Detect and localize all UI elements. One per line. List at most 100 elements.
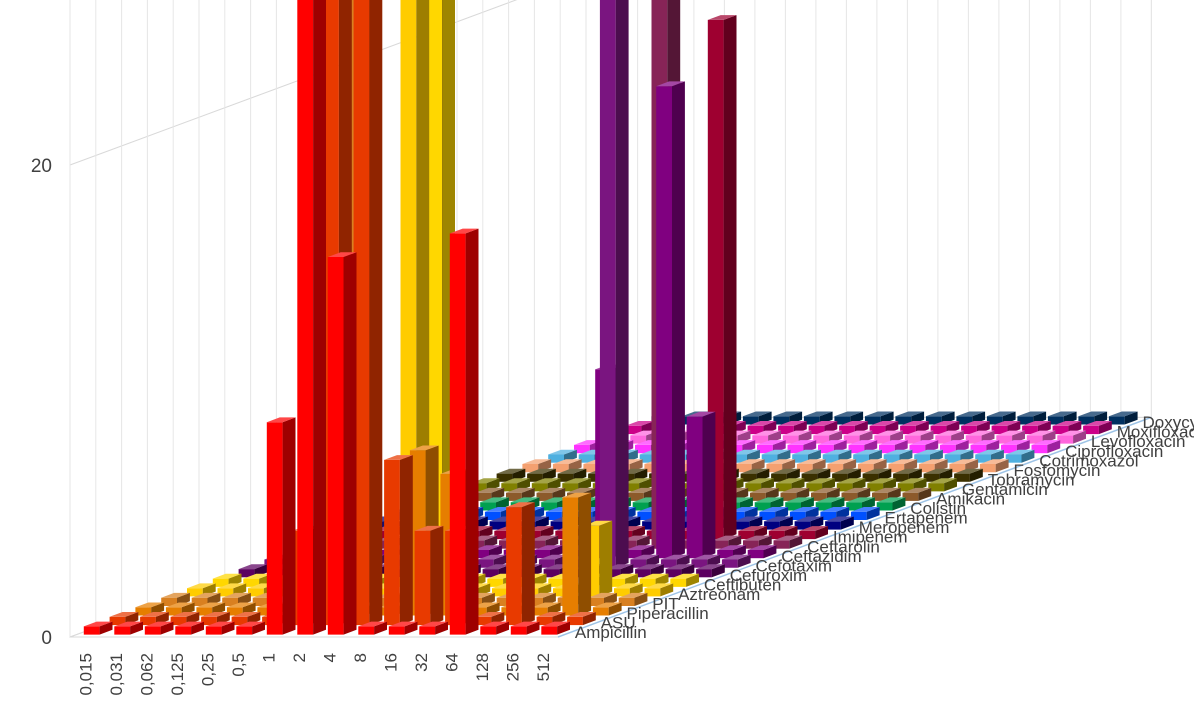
bar <box>773 535 803 549</box>
series-label: Ceftarolin <box>807 537 880 556</box>
y-tick-label: 20 <box>31 156 52 177</box>
bar <box>850 507 880 520</box>
x-tick-label: 0,015 <box>76 653 95 696</box>
bar <box>954 468 983 482</box>
bar <box>1031 440 1061 454</box>
series-label: Imipenem <box>833 528 908 547</box>
x-tick-label: 256 <box>503 653 522 681</box>
series-label: Gentamicin <box>962 480 1048 499</box>
bar <box>170 612 200 626</box>
x-tick-label: 512 <box>534 653 553 681</box>
series-label: Ertapenem <box>885 509 968 528</box>
bar <box>414 525 444 626</box>
bar <box>327 252 357 635</box>
bars <box>83 0 1138 635</box>
bar <box>592 602 622 616</box>
series-label: Ceftazidim <box>781 547 861 566</box>
bar <box>742 411 772 425</box>
x-tick-label: 0,031 <box>107 653 126 696</box>
x-tick-label: 2 <box>290 653 309 662</box>
x-tick-label: 0,062 <box>137 653 156 696</box>
bar <box>928 478 957 492</box>
bar <box>656 81 685 559</box>
bar <box>175 621 204 635</box>
bar <box>388 621 418 635</box>
bar <box>707 15 737 540</box>
bar <box>618 592 648 606</box>
series-label: Ceftibuten <box>704 576 782 595</box>
series-label: Moxifloxacin <box>1117 423 1194 442</box>
bar <box>876 497 906 511</box>
y-axis-tick-labels: 020406080100 <box>31 156 52 649</box>
bar <box>477 554 507 568</box>
y-tick-label: 0 <box>41 628 52 649</box>
series-label: Aztreonam <box>678 585 760 604</box>
bar <box>562 492 592 616</box>
bar <box>480 621 509 635</box>
series-label: Meropenem <box>859 518 950 537</box>
bar <box>384 455 413 626</box>
series-label: Fosfomycin <box>1014 461 1101 480</box>
bar <box>630 554 660 568</box>
series-label: Cefotaxim <box>756 556 833 575</box>
bar <box>825 516 854 530</box>
gridline-y <box>69 0 518 166</box>
bar <box>599 0 629 568</box>
bar <box>614 583 643 597</box>
x-tick-label: 0,125 <box>168 653 187 696</box>
bar <box>144 621 174 635</box>
bar <box>747 545 777 559</box>
bar <box>869 421 899 435</box>
bar <box>114 621 143 635</box>
bar <box>205 621 235 635</box>
bar <box>803 411 833 425</box>
series-label: ASU <box>601 614 636 633</box>
x-tick-label: 0,5 <box>229 653 248 677</box>
bar <box>644 583 674 597</box>
series-label: Colistin <box>910 499 966 518</box>
bar <box>83 621 113 635</box>
bar <box>1057 430 1086 444</box>
x-tick-label: 1 <box>259 653 278 662</box>
bar <box>813 430 842 444</box>
bar <box>266 417 296 635</box>
series-label: PIT <box>652 595 678 614</box>
bar <box>1083 421 1112 435</box>
bar <box>686 411 716 559</box>
bar <box>541 621 570 635</box>
x-tick-label: 0,25 <box>198 653 217 686</box>
bar <box>1026 430 1056 444</box>
series-axis-line <box>557 416 1152 638</box>
bar <box>670 573 699 587</box>
series-label: Piperacillin <box>627 604 709 623</box>
bar <box>961 421 990 435</box>
bar <box>1108 411 1138 425</box>
bar <box>721 554 751 568</box>
x-tick-label: 4 <box>320 653 339 662</box>
bar <box>872 487 901 501</box>
series-label: Doxycyclin <box>1143 413 1194 432</box>
x-tick-label: 64 <box>442 653 461 672</box>
series-label: Tobramycin <box>988 470 1075 489</box>
bar <box>358 621 387 635</box>
bar <box>902 487 932 501</box>
bar <box>353 0 383 626</box>
series-label: Ampicillin <box>575 623 647 642</box>
series-label: Levofloxacin <box>1091 432 1186 451</box>
bar <box>165 602 195 616</box>
bar <box>1005 449 1035 463</box>
bar <box>419 621 448 635</box>
bar <box>864 411 894 425</box>
x-axis-tick-labels: 0,015 0,031 0,062 0,125 0,25 0,5 1 2 4 8 16 32 64 128… <box>76 653 553 696</box>
bar <box>799 526 828 540</box>
bar <box>757 440 786 454</box>
series-label: Ciprofloxacin <box>1065 442 1163 461</box>
series-label: Amikacin <box>936 490 1005 509</box>
x-tick-label: 32 <box>412 653 431 672</box>
series-label: Cotrimoxazol <box>1039 451 1138 470</box>
bar <box>696 564 725 578</box>
bar <box>510 621 540 635</box>
x-tick-label: 128 <box>473 653 492 681</box>
x-tick-label: 8 <box>351 653 370 662</box>
